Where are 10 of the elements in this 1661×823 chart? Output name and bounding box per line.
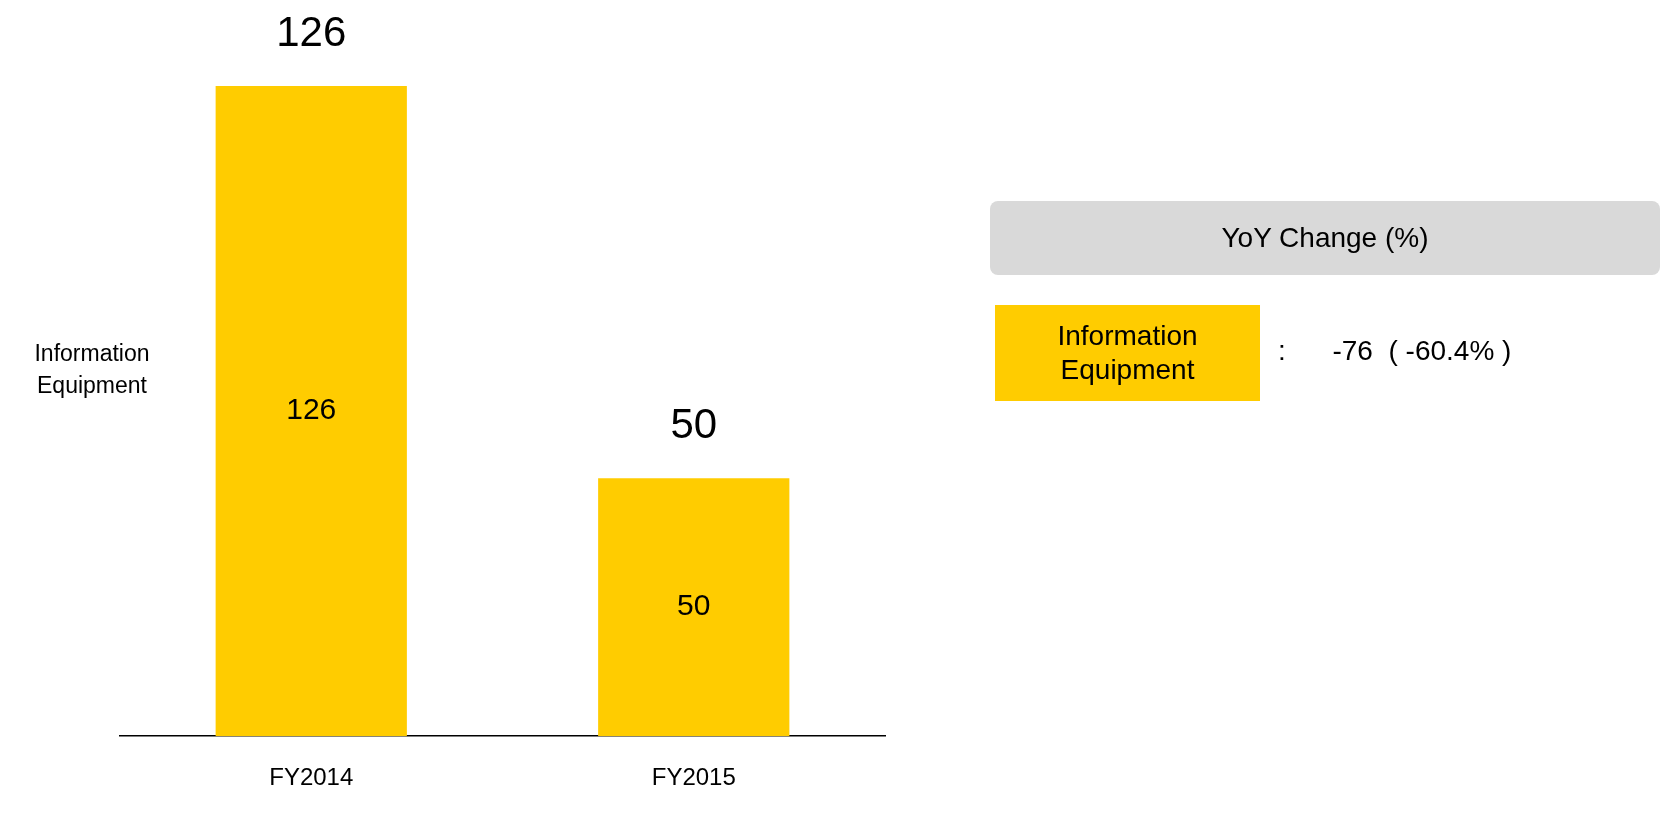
data-label: 126	[286, 392, 337, 426]
text: YoY Change (%)	[990, 201, 1660, 275]
text: : -76 ( -60.4% )	[1278, 335, 1512, 367]
data-label: 50	[677, 588, 711, 622]
x-tick-label: FY2015	[651, 763, 736, 791]
total-label: 126	[276, 7, 347, 55]
total-label: 50	[670, 399, 718, 447]
x-tick-label: FY2014	[269, 763, 354, 791]
text: Information Equipment	[1057, 320, 1198, 385]
text: Information Equipment	[34, 340, 150, 399]
